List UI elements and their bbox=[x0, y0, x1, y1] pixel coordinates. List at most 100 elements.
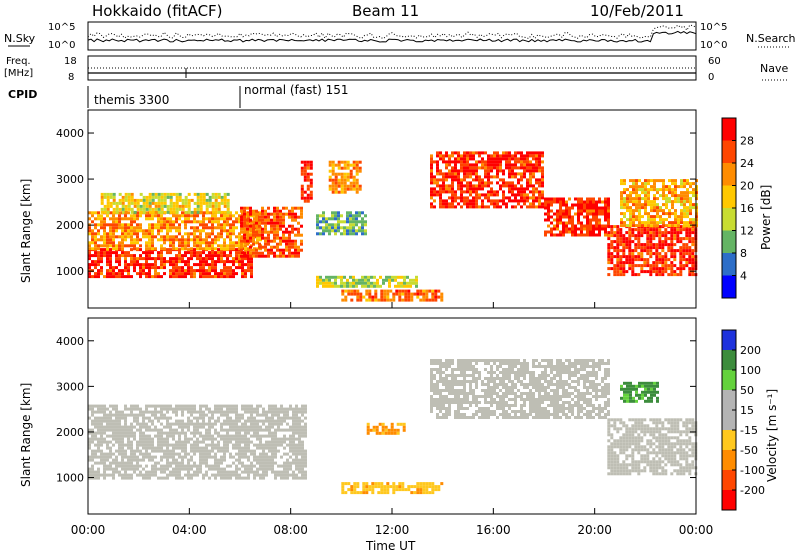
power-cell bbox=[445, 166, 448, 170]
velocity-cell bbox=[232, 470, 235, 474]
power-cell bbox=[472, 169, 475, 173]
power-cell bbox=[91, 229, 94, 233]
power-cell bbox=[193, 201, 197, 205]
power-cell bbox=[358, 211, 361, 215]
power-cell bbox=[499, 199, 502, 203]
power-cell bbox=[637, 231, 641, 235]
power-cell bbox=[297, 221, 300, 225]
velocity-cell bbox=[160, 431, 163, 435]
power-cell bbox=[163, 217, 166, 221]
power-cell bbox=[184, 232, 187, 236]
power-cell bbox=[355, 160, 359, 164]
power-cell bbox=[586, 203, 589, 207]
power-cell bbox=[689, 191, 692, 195]
power-cell bbox=[276, 215, 279, 219]
velocity-cell bbox=[139, 464, 142, 468]
velocity-cell bbox=[238, 443, 241, 447]
velocity-cell bbox=[220, 455, 223, 459]
velocity-cell bbox=[229, 407, 232, 411]
power-cell bbox=[103, 195, 107, 199]
velocity-cell bbox=[181, 467, 184, 471]
velocity-cell bbox=[220, 422, 223, 426]
power-cell bbox=[340, 281, 343, 285]
velocity-cell bbox=[181, 422, 184, 426]
velocity-cell bbox=[457, 398, 460, 401]
power-cell bbox=[136, 241, 139, 245]
power-cell bbox=[595, 215, 598, 219]
power-cell bbox=[586, 227, 589, 231]
power-cell bbox=[671, 179, 674, 183]
velocity-cell bbox=[142, 446, 145, 450]
velocity-cell bbox=[430, 386, 433, 389]
velocity-cell bbox=[235, 443, 238, 447]
velocity-cell bbox=[106, 473, 109, 477]
power-cell bbox=[655, 270, 659, 274]
power-cell bbox=[214, 204, 218, 208]
power-cell bbox=[349, 184, 353, 188]
velocity-cell bbox=[142, 443, 145, 447]
power-cell bbox=[520, 184, 523, 188]
power-cell bbox=[622, 252, 626, 256]
power-cell bbox=[647, 218, 650, 222]
power-cell bbox=[439, 190, 442, 194]
freq-tick-bottom: 8 bbox=[68, 72, 74, 83]
power-cell bbox=[577, 203, 580, 207]
power-cell bbox=[367, 281, 370, 285]
power-cell bbox=[88, 232, 91, 236]
velocity-cell bbox=[460, 380, 463, 383]
velocity-cell bbox=[466, 416, 469, 419]
power-cell bbox=[689, 197, 692, 201]
power-cell bbox=[649, 237, 653, 241]
power-cell bbox=[358, 169, 362, 173]
power-cell bbox=[175, 263, 178, 267]
power-cell bbox=[628, 240, 632, 244]
power-cell bbox=[100, 251, 103, 255]
velocity-cell bbox=[238, 446, 241, 450]
power-cell bbox=[442, 172, 445, 176]
velocity-cell bbox=[118, 452, 121, 456]
power-cell bbox=[364, 214, 367, 218]
power-cell bbox=[466, 163, 469, 167]
power-cell bbox=[688, 255, 692, 259]
power-cell bbox=[437, 295, 441, 299]
velocity-cell bbox=[301, 425, 304, 429]
power-cell bbox=[306, 184, 310, 188]
power-cell bbox=[610, 228, 614, 232]
velocity-cell bbox=[256, 470, 259, 474]
power-cell bbox=[493, 166, 496, 170]
velocity-cell bbox=[130, 434, 133, 438]
velocity-cell bbox=[139, 470, 142, 474]
power-cell bbox=[309, 181, 313, 185]
power-cell bbox=[589, 212, 592, 216]
power-cell bbox=[109, 241, 112, 245]
power-cell bbox=[154, 192, 158, 196]
power-cell bbox=[172, 220, 175, 224]
power-cell bbox=[343, 172, 347, 176]
power-cell bbox=[460, 187, 463, 191]
velocity-cell bbox=[292, 416, 295, 420]
power-cell bbox=[115, 272, 118, 276]
power-cell bbox=[154, 272, 157, 276]
power-cell bbox=[202, 201, 206, 205]
power-cell bbox=[520, 190, 523, 194]
power-cell bbox=[392, 292, 396, 296]
power-cell bbox=[655, 264, 659, 268]
power-cell bbox=[646, 258, 650, 262]
power-cell bbox=[445, 172, 448, 176]
velocity-cell bbox=[142, 431, 145, 435]
power-cell bbox=[431, 295, 435, 299]
power-cell bbox=[214, 263, 217, 267]
power-cell bbox=[562, 233, 565, 237]
power-cell bbox=[202, 257, 205, 261]
power-cell bbox=[352, 166, 356, 170]
velocity-cell bbox=[97, 410, 100, 414]
velocity-cell bbox=[121, 458, 124, 462]
power-cell bbox=[620, 203, 623, 207]
power-cell bbox=[91, 235, 94, 239]
power-cell bbox=[380, 292, 384, 296]
velocity-cell bbox=[433, 359, 436, 362]
power-cell bbox=[683, 179, 686, 183]
power-cell bbox=[647, 179, 650, 183]
velocity-region-1 bbox=[430, 359, 610, 419]
power-cell bbox=[130, 254, 133, 258]
